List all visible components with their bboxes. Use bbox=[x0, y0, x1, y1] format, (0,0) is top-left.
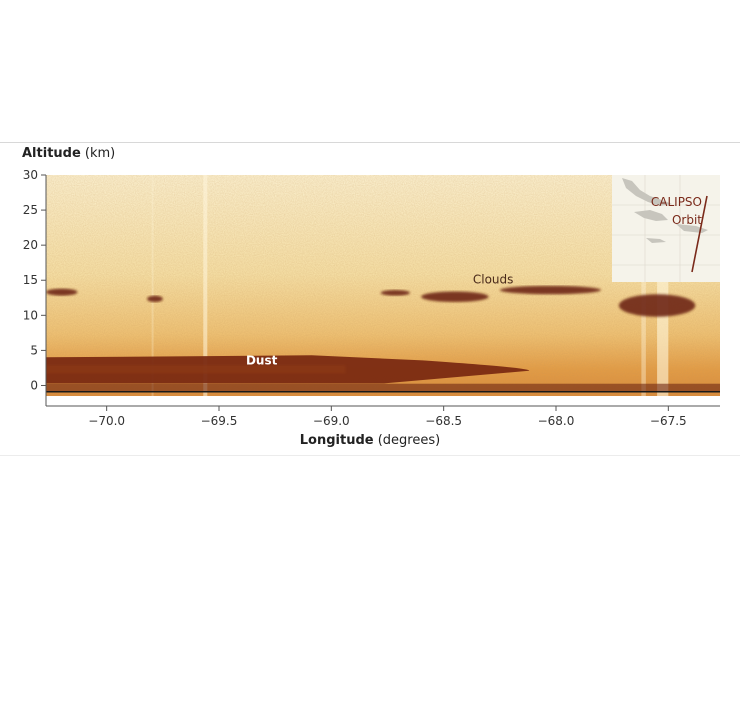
bottom-rule bbox=[0, 455, 740, 456]
annotation-clouds: Clouds bbox=[473, 273, 514, 287]
y-tick-label: 20 bbox=[23, 238, 38, 252]
cloud-patch bbox=[499, 285, 601, 295]
inset-background bbox=[612, 175, 720, 282]
aerosol-features bbox=[46, 285, 696, 384]
top-rule bbox=[0, 142, 740, 143]
x-tick-label: −67.5 bbox=[650, 414, 687, 428]
surface-band bbox=[46, 383, 720, 392]
cloud-patch bbox=[46, 288, 78, 296]
orbit-inset: CALIPSO Orbit bbox=[612, 175, 720, 282]
x-tick-label: −69.0 bbox=[313, 414, 350, 428]
ground-line bbox=[46, 383, 720, 393]
dust-core bbox=[46, 365, 346, 374]
y-tick-label: 0 bbox=[30, 378, 38, 392]
x-tick-label: −70.0 bbox=[88, 414, 125, 428]
surface-streaks bbox=[151, 175, 669, 396]
y-tick-label: 5 bbox=[30, 343, 38, 357]
y-tick-label: 15 bbox=[23, 273, 38, 287]
cloud-patch bbox=[421, 291, 489, 302]
y-axis: 0 5 10 15 20 25 30 bbox=[23, 168, 47, 406]
x-axis-title: Longitude (degrees) bbox=[299, 433, 441, 448]
cloud-patch bbox=[618, 294, 696, 317]
inset-label-calipso: CALIPSO bbox=[651, 195, 702, 209]
light-streak bbox=[641, 175, 646, 396]
cloud-patch bbox=[147, 295, 163, 302]
inset-label-orbit: Orbit bbox=[672, 213, 702, 227]
x-tick-label: −68.5 bbox=[425, 414, 462, 428]
inset-island bbox=[634, 210, 668, 221]
y-axis-title: Altitude (km) bbox=[22, 146, 116, 161]
y-tick-label: 25 bbox=[23, 203, 38, 217]
x-axis: −70.0 −69.5 −69.0 −68.5 −68.0 −67.5 bbox=[46, 405, 720, 428]
x-tick-label: −69.5 bbox=[201, 414, 238, 428]
plot-area bbox=[46, 175, 720, 396]
y-tick-label: 30 bbox=[23, 168, 38, 182]
light-streak bbox=[151, 175, 154, 396]
annotation-dust: Dust bbox=[246, 353, 278, 367]
inset-landmass bbox=[622, 178, 672, 206]
light-streak bbox=[203, 175, 208, 396]
inset-island bbox=[646, 238, 666, 243]
cloud-patch bbox=[380, 290, 410, 296]
y-tick-label: 10 bbox=[23, 308, 38, 322]
x-tick-label: −68.0 bbox=[538, 414, 575, 428]
light-streak bbox=[657, 175, 669, 396]
orbit-track bbox=[691, 195, 708, 273]
